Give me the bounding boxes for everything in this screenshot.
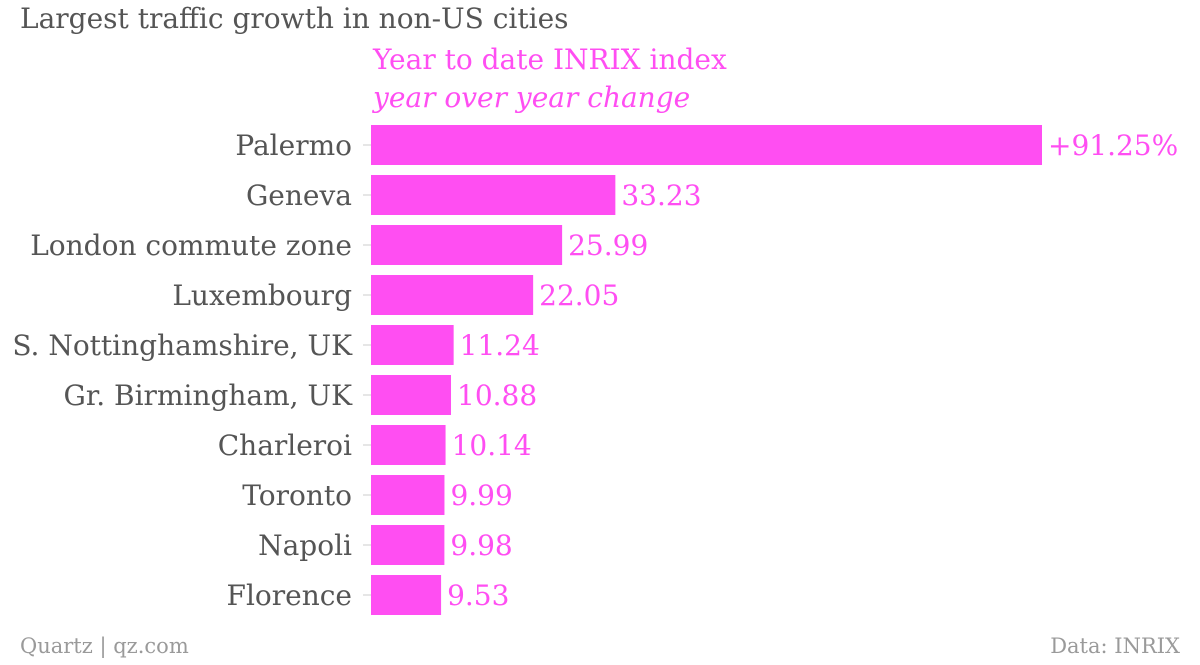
series-subtitle: year over year change [371,81,690,114]
category-label: S. Nottinghamshire, UK [12,329,353,362]
category-label: Gr. Birmingham, UK [64,379,354,412]
bar [371,125,1042,165]
category-label: Charleroi [218,429,352,462]
value-label: 9.99 [450,479,512,512]
value-label: 10.14 [452,429,532,462]
value-label: 9.53 [447,579,509,612]
value-label: 10.88 [457,379,537,412]
category-label: Toronto [242,479,352,512]
category-label: Napoli [258,529,352,562]
value-label: 33.23 [621,179,701,212]
category-label: London commute zone [30,229,352,262]
value-label: 25.99 [568,229,648,262]
chart-title: Largest traffic growth in non-US cities [20,2,569,35]
bar [371,175,616,215]
bars-group: Palermo +91.25% Geneva 33.23 London commute … [12,125,1178,615]
category-label: Luxembourg [172,279,352,312]
value-label: 9.98 [450,529,512,562]
series-title: Year to date INRIX index [372,43,727,76]
bar [371,325,454,365]
value-label: 22.05 [539,279,619,312]
bar [371,375,452,415]
category-label: Florence [227,579,352,612]
bar [371,425,446,465]
value-label: 11.24 [460,329,540,362]
category-label: Geneva [246,179,352,212]
bar [371,525,445,565]
category-label: Palermo [235,129,352,162]
source-credit: Quartz | qz.com [20,634,189,658]
bar [371,475,445,515]
value-label: +91.25% [1048,129,1178,162]
bar [371,275,534,315]
data-source: Data: INRIX [1050,634,1180,658]
bar [371,225,563,265]
bar [371,575,442,615]
